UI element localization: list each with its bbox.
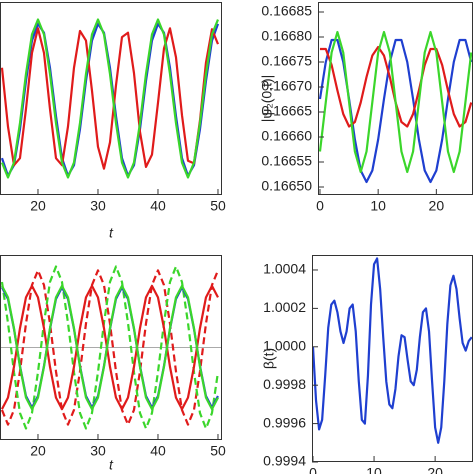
y-tick-label: 0.16655	[261, 153, 312, 169]
panel: 0 10 20 0.9994 0.9996 0.9998 1.0000 1.0002 1.000…	[261, 255, 473, 474]
y-tick-label: 0.16685	[261, 3, 312, 19]
x-axis-label: t	[109, 457, 114, 473]
plot-area	[0, 18, 220, 179]
y-tick-label: 1.0000	[263, 337, 306, 353]
y-tick-label: 0.16675	[261, 53, 312, 69]
x-tick-label: 20	[429, 198, 445, 214]
x-tick-label: 40	[150, 443, 166, 459]
y-tick-label: 0.9998	[263, 376, 306, 392]
x-tick-label: 40	[150, 198, 166, 214]
x-tick-label: 0	[309, 465, 317, 474]
frame	[0, 255, 222, 440]
y-axis-label: β(t)	[261, 348, 277, 369]
plot-area	[0, 265, 222, 430]
panel: 0 10 20 0.16650 0.16655 0.16660 0.16665 0.16670…	[259, 2, 473, 214]
x-tick-label: 50	[210, 443, 226, 459]
series-line	[0, 265, 220, 430]
frame	[312, 255, 473, 462]
series-line	[1, 284, 219, 411]
x-tick-label: 30	[90, 198, 106, 214]
y-tick-label: 0.16650	[261, 178, 312, 194]
x-tick-label: 30	[90, 443, 106, 459]
y-axis-label: |ψ₂(0,t)|	[259, 75, 275, 123]
panel: 20 30 40 50 t	[0, 2, 226, 241]
series-line	[1, 284, 219, 411]
frame	[0, 2, 222, 195]
x-tick-label: 50	[210, 198, 226, 214]
x-axis-label: t	[109, 225, 114, 241]
x-tick-label: 0	[316, 198, 324, 214]
series-line	[318, 30, 473, 174]
plot-area	[318, 30, 473, 184]
y-tick-label: 0.16665	[261, 103, 312, 119]
x-tick-label: 20	[30, 198, 46, 214]
x-tick-label: 20	[427, 465, 443, 474]
x-tick-label: 10	[370, 198, 386, 214]
y-tick-label: 0.9994	[263, 453, 306, 469]
x-tick-label: 10	[366, 465, 382, 474]
plot-area	[312, 257, 473, 444]
series-line	[0, 27, 220, 170]
y-tick-label: 0.16680	[261, 28, 312, 44]
y-tick-label: 0.9996	[263, 414, 306, 430]
panel: 20 30 40 50 t	[0, 255, 226, 473]
series-line	[312, 257, 473, 444]
x-tick-label: 20	[30, 443, 46, 459]
y-tick-label: 0.16660	[261, 128, 312, 144]
y-tick-label: 0.16670	[261, 78, 312, 94]
series-line	[0, 18, 220, 179]
frame	[318, 2, 473, 195]
y-tick-label: 1.0002	[263, 299, 306, 315]
y-tick-label: 1.0004	[263, 261, 306, 277]
